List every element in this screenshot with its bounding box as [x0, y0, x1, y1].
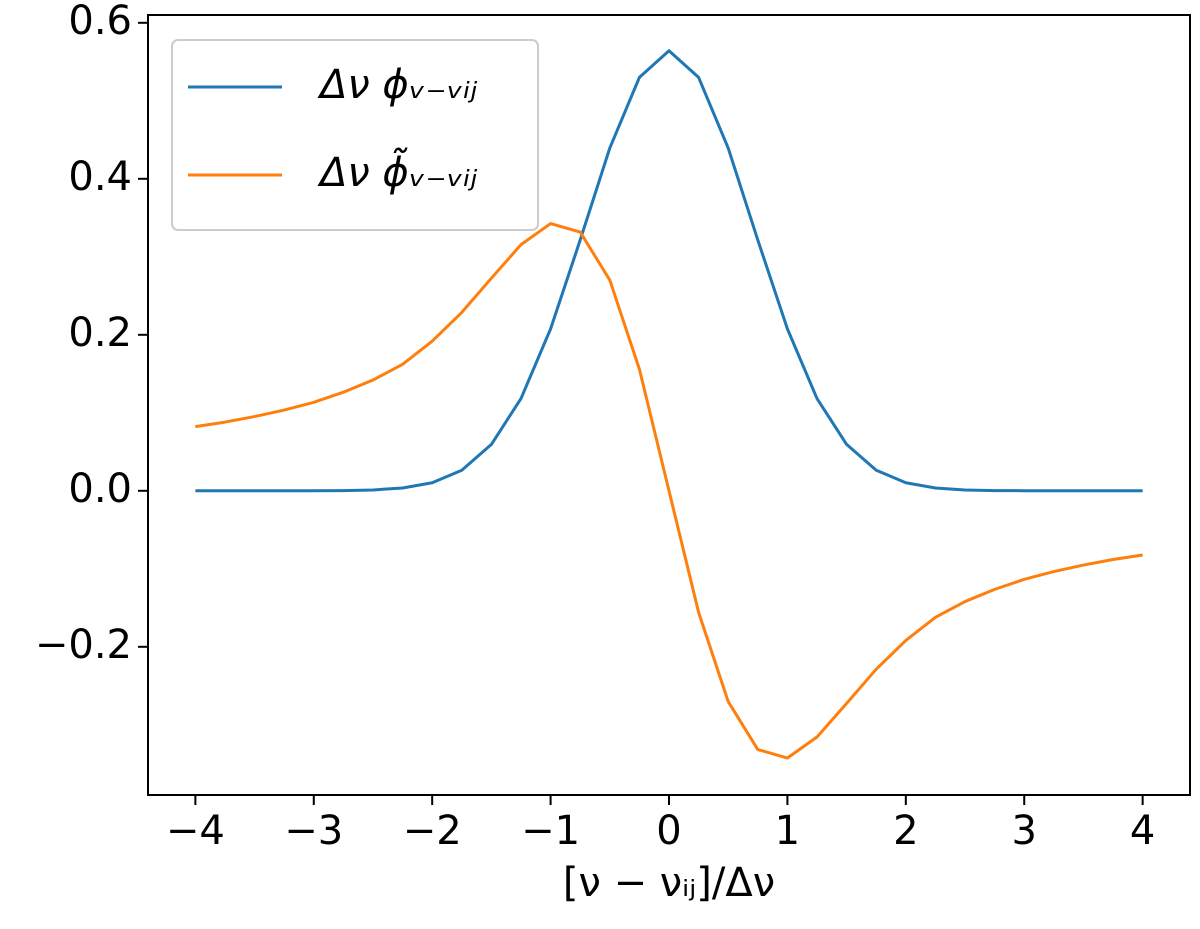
- y-tick-label: −0.2: [35, 622, 132, 668]
- x-tick-label: −3: [284, 808, 343, 854]
- legend-label: Δν ϕᵥ₋ᵥᵢⱼ: [317, 62, 477, 108]
- x-tick-label: −4: [166, 808, 225, 854]
- x-axis-label: [ν − νᵢⱼ]/Δν: [563, 860, 775, 906]
- x-tick-label: −2: [403, 808, 462, 854]
- y-tick-label: 0.4: [68, 154, 132, 200]
- plot-frame: [147, 14, 1191, 796]
- legend-label: Δν ϕ̃ᵥ₋ᵥᵢⱼ: [317, 147, 477, 196]
- x-tick-label: 0: [656, 808, 681, 854]
- y-tick-label: 0.0: [68, 466, 132, 512]
- x-tick-label: 3: [1012, 808, 1037, 854]
- x-tick-label: −1: [521, 808, 580, 854]
- y-tick-label: 0.2: [68, 310, 132, 356]
- y-tick-label: 0.6: [68, 0, 132, 44]
- series-line: [195, 49, 1143, 493]
- x-tick-label: 2: [893, 808, 918, 854]
- x-tick-label: 4: [1130, 808, 1155, 854]
- series-line: [195, 222, 1143, 760]
- x-tick-label: 1: [775, 808, 800, 854]
